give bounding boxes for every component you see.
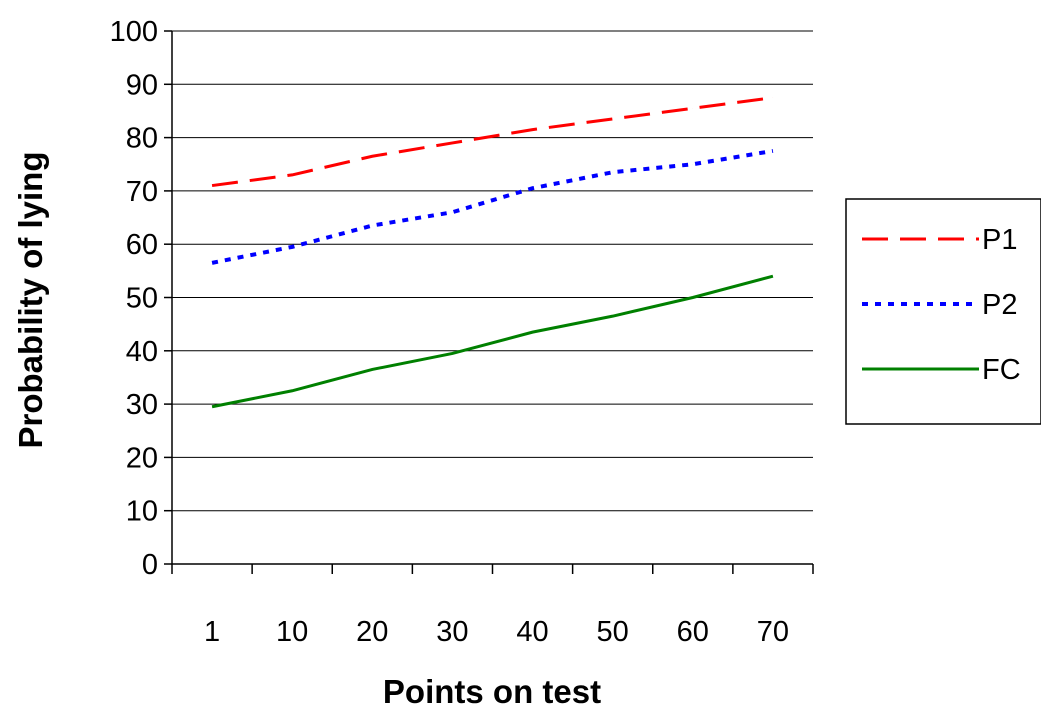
y-tick-label: 50 [126, 283, 158, 315]
x-tick-label: 70 [757, 616, 789, 648]
series-line-p2 [211, 148, 774, 265]
legend-label-fc: FC [982, 354, 1021, 386]
legend-label-p2: P2 [982, 289, 1017, 321]
y-tick-label: 30 [126, 389, 158, 421]
y-axis-title: Probability of lying [12, 151, 49, 448]
y-tick-label: 90 [126, 69, 158, 101]
x-tick-label: 30 [436, 616, 468, 648]
series-layer [211, 96, 774, 409]
y-tick-label: 10 [126, 496, 158, 528]
series-line-fc [211, 274, 774, 409]
gridlines [172, 30, 813, 565]
y-tick-label: 40 [126, 336, 158, 368]
series-line-p1 [211, 96, 774, 188]
x-tick-label: 1 [204, 616, 220, 648]
x-tick-label: 40 [516, 616, 548, 648]
legend-box [845, 198, 1041, 425]
x-axis-tick-labels: 1 10 20 30 40 50 60 70 [204, 616, 789, 648]
x-tick-label: 20 [356, 616, 388, 648]
x-tick-label: 10 [276, 616, 308, 648]
y-tick-label: 70 [126, 176, 158, 208]
y-tick-label: 100 [110, 16, 158, 48]
x-axis-title: Points on test [383, 673, 601, 710]
y-tick-label: 20 [126, 442, 158, 474]
y-tick-label: 80 [126, 123, 158, 155]
legend: P1 P2 FC [845, 198, 1041, 425]
y-axis-tick-labels: 0 10 20 30 40 50 60 70 80 90 100 [110, 16, 172, 581]
y-tick-label: 60 [126, 229, 158, 261]
x-tick-label: 60 [677, 616, 709, 648]
x-axis-tick-marks [171, 564, 814, 574]
x-tick-label: 50 [597, 616, 629, 648]
y-tick-label: 0 [142, 549, 158, 581]
legend-label-p1: P1 [982, 224, 1017, 256]
